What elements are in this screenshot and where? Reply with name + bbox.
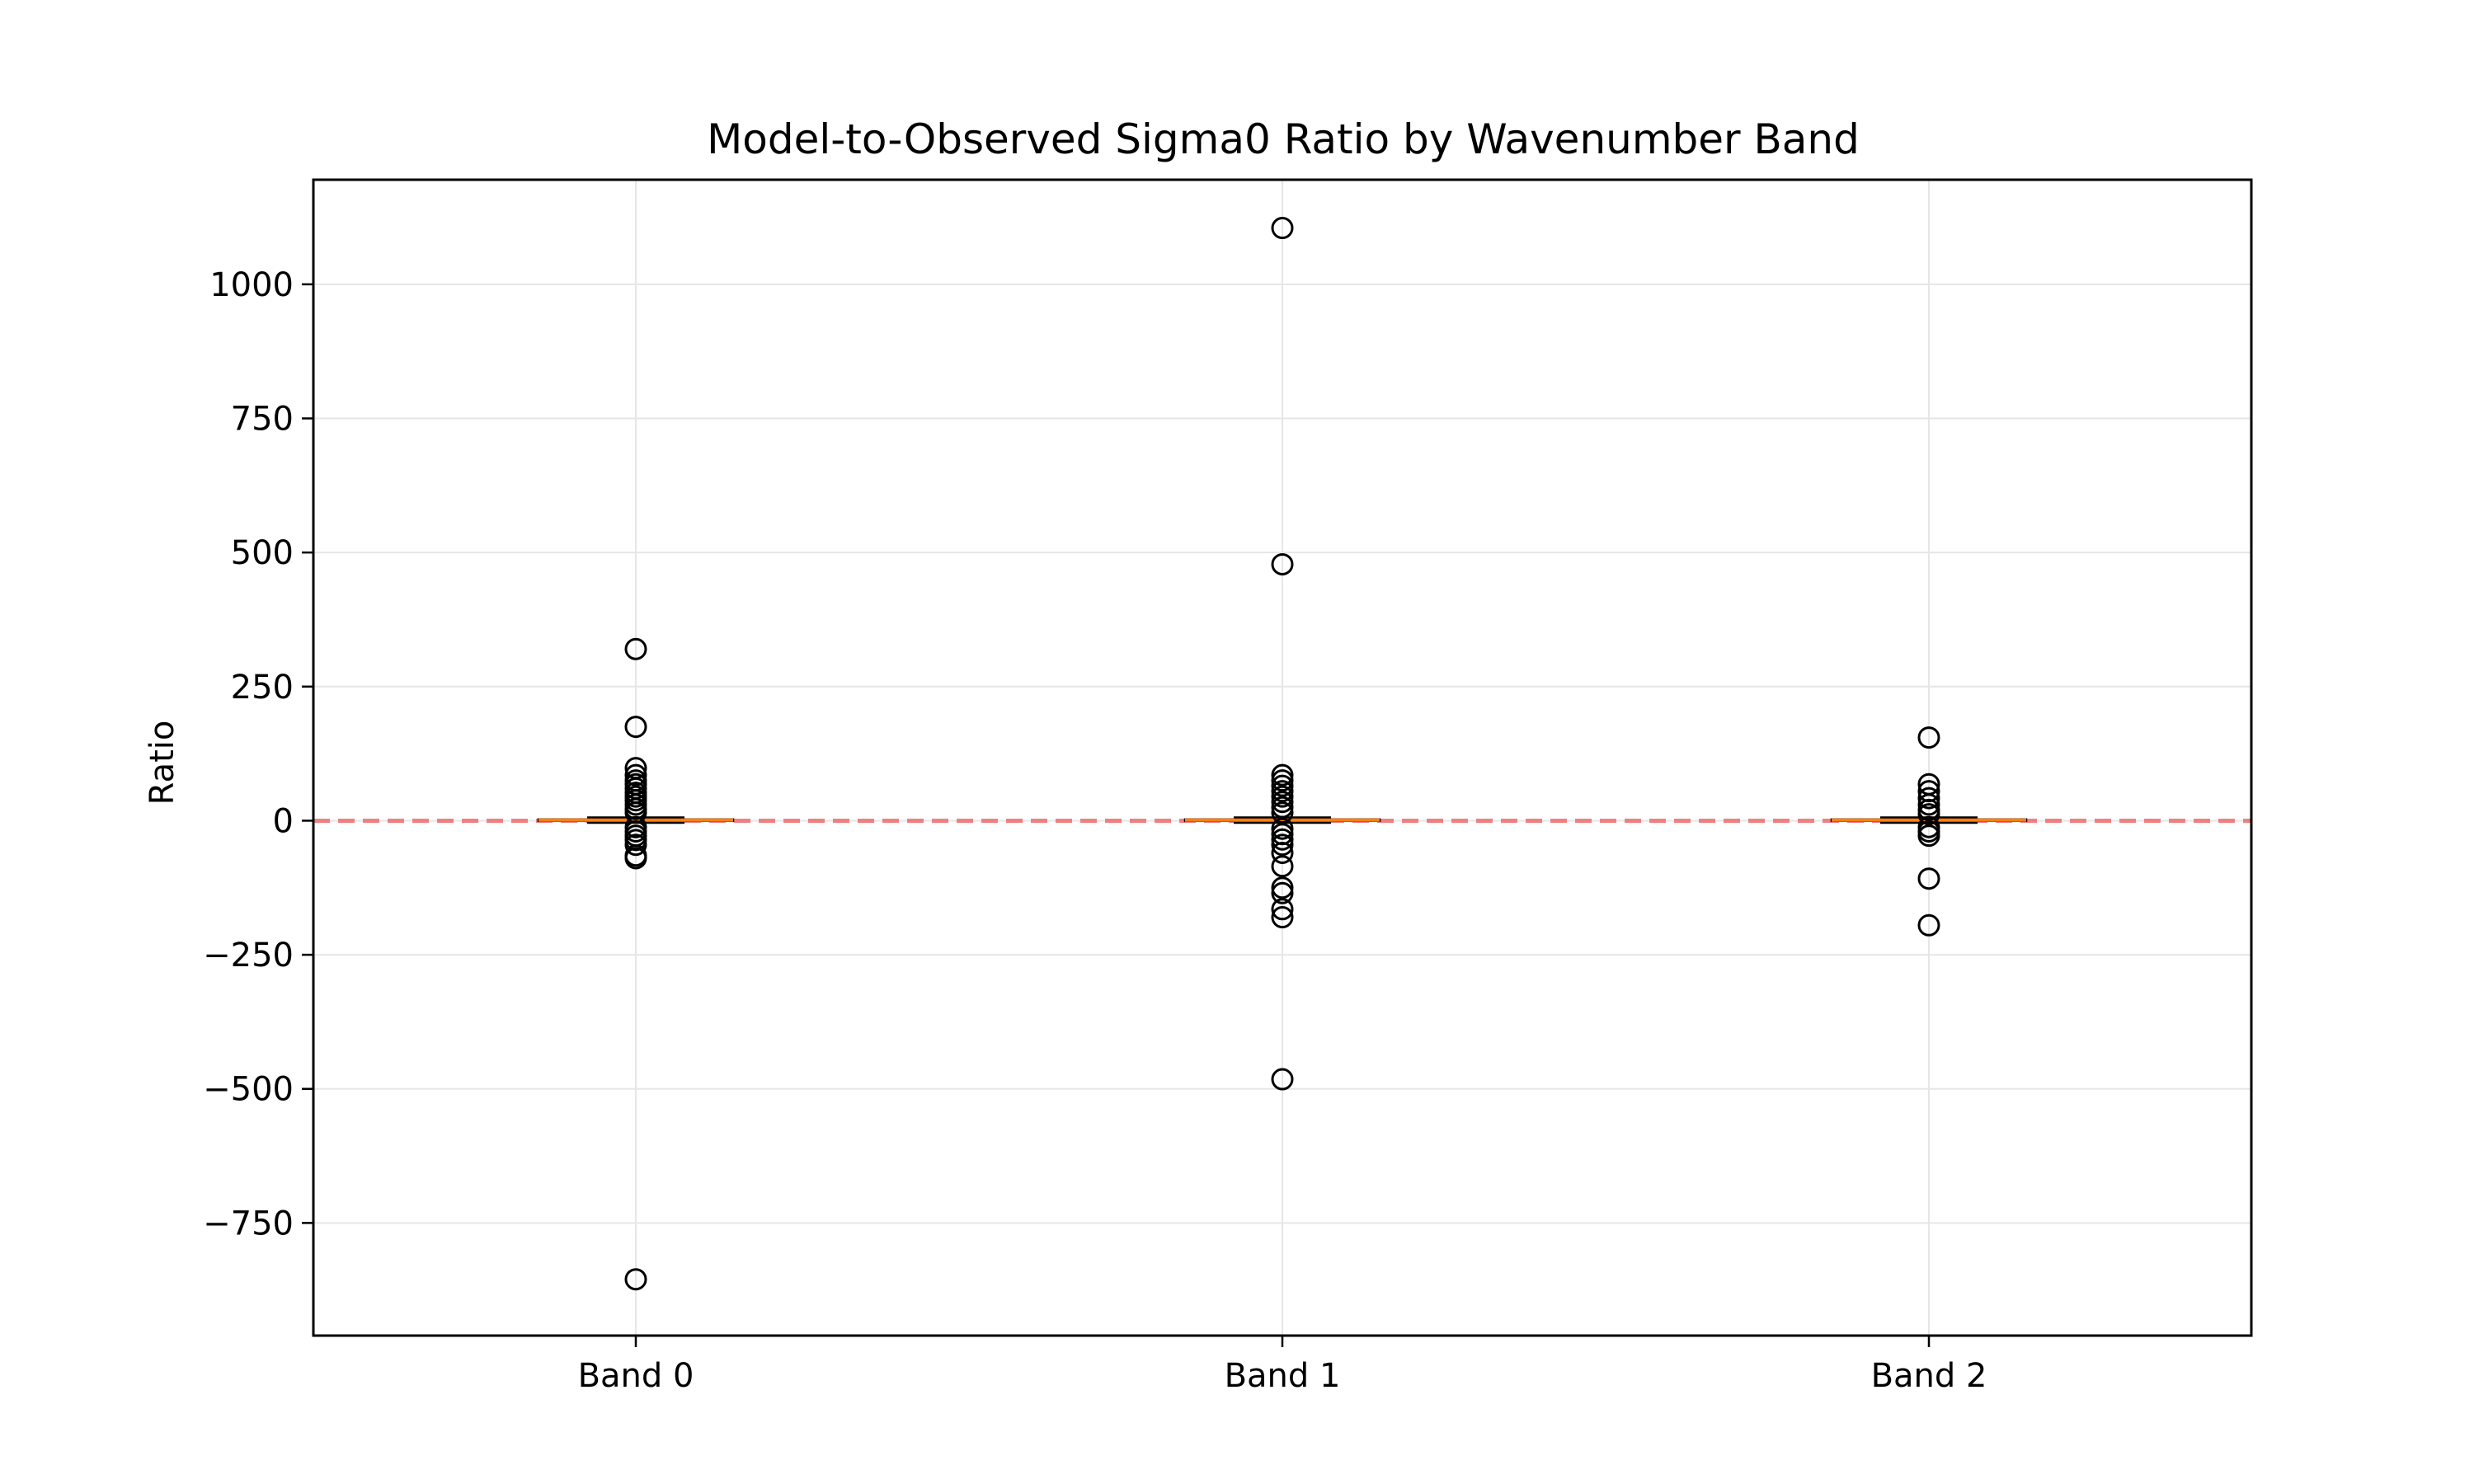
y-tick-label: −500 — [203, 1071, 294, 1109]
outlier-point — [624, 1268, 647, 1291]
y-tick-label: 0 — [273, 802, 294, 840]
y-tick-label: −750 — [203, 1205, 294, 1242]
outlier-point — [1271, 841, 1294, 864]
y-tick-label: 750 — [231, 401, 294, 439]
outlier-point — [1271, 217, 1294, 240]
outlier-point — [1271, 881, 1294, 904]
x-tick-label: Band 1 — [1225, 1357, 1341, 1395]
outlier-point — [1271, 801, 1294, 824]
outlier-point — [1917, 793, 1940, 816]
box-band-1 — [1183, 217, 1381, 1091]
axes: −750 −500 −250 0 250 500 750 1000 Band 0 Band 1 Ba… — [203, 266, 1987, 1395]
chart-title: Model-to-Observed Sigma0 Ratio by Wavenu… — [707, 115, 1860, 163]
outlier-point — [1917, 824, 1940, 848]
outlier-point — [1917, 913, 1940, 937]
plot-frame — [312, 178, 2253, 1337]
outlier-point — [1271, 791, 1294, 814]
box-band-0 — [537, 637, 735, 1291]
box-band-2 — [1830, 726, 2028, 937]
outlier-point — [1271, 855, 1294, 878]
outlier-point — [1917, 803, 1940, 826]
outlier-point — [624, 847, 647, 870]
outlier-point — [1917, 867, 1940, 890]
outlier-point — [1271, 796, 1294, 819]
y-tick-label: −250 — [203, 937, 294, 974]
outlier-point — [1271, 876, 1294, 899]
outlier-point — [1271, 785, 1294, 808]
outlier-point — [624, 763, 647, 787]
outlier-point — [1271, 763, 1294, 787]
outlier-point — [1271, 780, 1294, 803]
outlier-point — [624, 716, 647, 739]
box-plot-group — [537, 217, 2028, 1291]
outlier-point — [624, 637, 647, 660]
outlier-point — [1271, 769, 1294, 792]
outlier-point — [1917, 787, 1940, 810]
x-tick-label: Band 2 — [1871, 1357, 1987, 1395]
y-tick-label: 500 — [231, 534, 294, 572]
outlier-point — [1271, 834, 1294, 857]
outlier-point — [1271, 898, 1294, 921]
outlier-point — [1917, 726, 1940, 749]
y-axis-label: Ratio — [143, 721, 181, 805]
x-tick-label: Band 0 — [578, 1357, 694, 1395]
y-tick-label: 250 — [231, 669, 294, 707]
outlier-point — [624, 834, 647, 857]
outlier-point — [1271, 817, 1294, 840]
y-tick-label: 1000 — [209, 266, 294, 304]
outlier-point — [1271, 774, 1294, 797]
outlier-point — [1271, 1068, 1294, 1091]
outlier-point — [1271, 552, 1294, 575]
outlier-point — [1271, 828, 1294, 851]
outlier-point — [1271, 906, 1294, 929]
